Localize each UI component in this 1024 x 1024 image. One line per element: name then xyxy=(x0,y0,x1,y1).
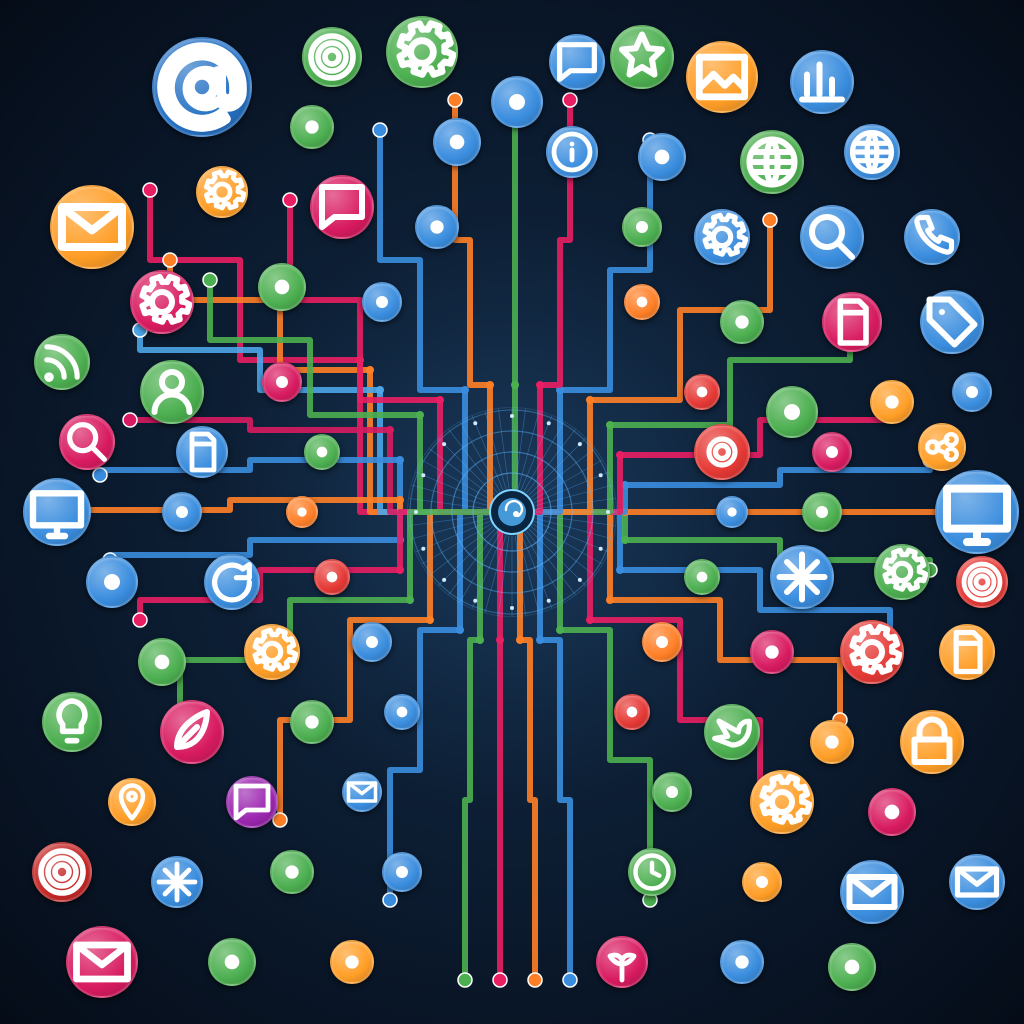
star-icon xyxy=(610,25,674,89)
snow-icon xyxy=(151,856,203,908)
dot-icon xyxy=(262,362,302,402)
dot-icon xyxy=(304,434,340,470)
dot-icon xyxy=(415,205,459,249)
user-icon xyxy=(140,360,204,424)
dot-icon xyxy=(828,943,876,991)
dot-icon xyxy=(314,559,350,595)
dot-icon xyxy=(290,105,334,149)
target-icon xyxy=(32,842,92,902)
gear-icon xyxy=(840,620,904,684)
dot-icon xyxy=(208,938,256,986)
dot-icon xyxy=(384,694,420,730)
monitor-icon xyxy=(935,470,1019,554)
at-icon xyxy=(152,37,252,137)
mail-icon xyxy=(66,926,138,998)
dot-icon xyxy=(491,76,543,128)
plant-icon xyxy=(596,936,648,988)
dot-icon xyxy=(433,118,481,166)
chat-icon xyxy=(310,175,374,239)
image-icon xyxy=(686,41,758,113)
chat-icon xyxy=(549,34,605,90)
dot-icon xyxy=(684,559,720,595)
dot-icon xyxy=(810,720,854,764)
tag-icon xyxy=(920,290,984,354)
globe-icon xyxy=(740,130,804,194)
gear-icon xyxy=(244,624,300,680)
globe-icon xyxy=(844,124,900,180)
mail-icon xyxy=(50,185,134,269)
mail-icon xyxy=(949,854,1005,910)
dot-icon xyxy=(290,700,334,744)
ring-icon xyxy=(694,424,750,480)
chat-icon xyxy=(226,776,278,828)
dot-icon xyxy=(802,492,842,532)
dot-icon xyxy=(868,788,916,836)
dot-icon xyxy=(286,496,318,528)
doc-icon xyxy=(176,426,228,478)
doc-icon xyxy=(822,292,882,352)
leaf-icon xyxy=(160,700,224,764)
gear-icon xyxy=(694,209,750,265)
dot-icon xyxy=(720,940,764,984)
info-icon xyxy=(546,126,598,178)
search-icon xyxy=(800,205,864,269)
dot-icon xyxy=(624,284,660,320)
mail-icon xyxy=(342,772,382,812)
dot-icon xyxy=(766,386,818,438)
dot-icon xyxy=(750,630,794,674)
doc-icon xyxy=(939,624,995,680)
gear-icon xyxy=(750,770,814,834)
chart-icon xyxy=(790,50,854,114)
clock-icon xyxy=(628,848,676,896)
dot-icon xyxy=(622,207,662,247)
dot-icon xyxy=(652,772,692,812)
gear-icon xyxy=(874,544,930,600)
target-icon xyxy=(956,556,1008,608)
snow-icon xyxy=(770,545,834,609)
dot-icon xyxy=(952,372,992,412)
bulb-icon xyxy=(42,692,102,752)
pin-icon xyxy=(108,778,156,826)
central-hub-icon xyxy=(402,402,622,622)
target-icon xyxy=(302,27,362,87)
dot-icon xyxy=(86,556,138,608)
network-diagram xyxy=(0,0,1024,1024)
dot-icon xyxy=(270,850,314,894)
dot-icon xyxy=(716,496,748,528)
dot-icon xyxy=(258,263,306,311)
dot-icon xyxy=(362,282,402,322)
dot-icon xyxy=(352,622,392,662)
gear-icon xyxy=(196,166,248,218)
dot-icon xyxy=(614,694,650,730)
gear-icon xyxy=(386,16,458,88)
refresh-icon xyxy=(204,554,260,610)
dot-icon xyxy=(812,432,852,472)
dot-icon xyxy=(870,380,914,424)
dot-icon xyxy=(684,374,720,410)
dot-icon xyxy=(720,300,764,344)
mail-icon xyxy=(840,860,904,924)
share-icon xyxy=(918,423,966,471)
search-icon xyxy=(59,414,115,470)
monitor-icon xyxy=(23,478,91,546)
dot-icon xyxy=(638,133,686,181)
phone-icon xyxy=(904,209,960,265)
dot-icon xyxy=(642,622,682,662)
gear-icon xyxy=(130,270,194,334)
dot-icon xyxy=(742,862,782,902)
dot-icon xyxy=(138,638,186,686)
dot-icon xyxy=(162,492,202,532)
lock-icon xyxy=(900,710,964,774)
rss-icon xyxy=(34,334,90,390)
bird-icon xyxy=(704,704,760,760)
dot-icon xyxy=(382,852,422,892)
dot-icon xyxy=(330,940,374,984)
